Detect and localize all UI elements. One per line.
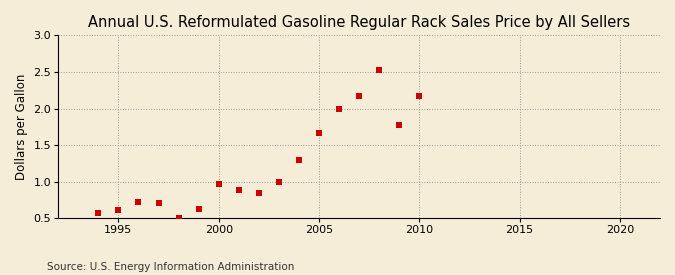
Y-axis label: Dollars per Gallon: Dollars per Gallon bbox=[15, 74, 28, 180]
Point bbox=[354, 94, 364, 98]
Point bbox=[234, 188, 244, 193]
Point bbox=[173, 216, 184, 221]
Point bbox=[93, 211, 104, 215]
Text: Source: U.S. Energy Information Administration: Source: U.S. Energy Information Administ… bbox=[47, 262, 294, 272]
Point bbox=[133, 200, 144, 204]
Point bbox=[153, 201, 164, 205]
Point bbox=[394, 123, 404, 128]
Point bbox=[333, 106, 344, 111]
Point bbox=[213, 182, 224, 186]
Point bbox=[253, 191, 264, 195]
Title: Annual U.S. Reformulated Gasoline Regular Rack Sales Price by All Sellers: Annual U.S. Reformulated Gasoline Regula… bbox=[88, 15, 630, 30]
Point bbox=[273, 180, 284, 185]
Point bbox=[374, 68, 385, 72]
Point bbox=[294, 158, 304, 162]
Point bbox=[414, 94, 425, 98]
Point bbox=[314, 130, 325, 135]
Point bbox=[113, 207, 124, 212]
Point bbox=[193, 207, 204, 211]
